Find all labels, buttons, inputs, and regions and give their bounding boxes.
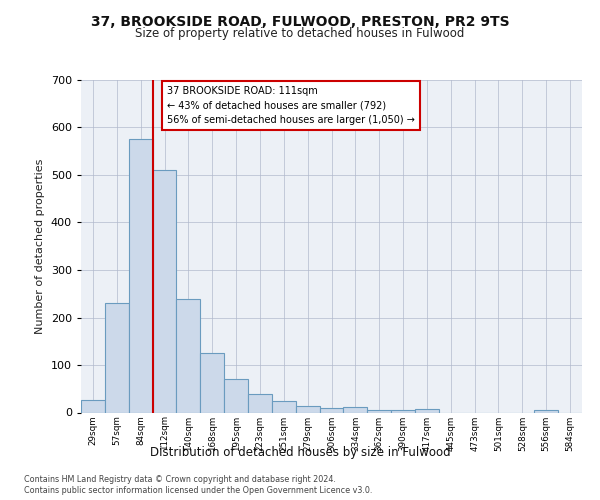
Bar [296, 406, 320, 412]
Bar [415, 409, 439, 412]
Text: 37, BROOKSIDE ROAD, FULWOOD, PRESTON, PR2 9TS: 37, BROOKSIDE ROAD, FULWOOD, PRESTON, PR… [91, 15, 509, 29]
Bar [534, 410, 558, 412]
Bar [224, 379, 248, 412]
Bar [81, 400, 105, 412]
Bar [152, 170, 176, 412]
Bar [391, 410, 415, 412]
Text: Contains HM Land Registry data © Crown copyright and database right 2024.: Contains HM Land Registry data © Crown c… [24, 475, 336, 484]
Text: Distribution of detached houses by size in Fulwood: Distribution of detached houses by size … [149, 446, 451, 459]
Bar [320, 408, 343, 412]
Bar [129, 140, 152, 412]
Bar [248, 394, 272, 412]
Bar [200, 353, 224, 412]
Text: 37 BROOKSIDE ROAD: 111sqm
← 43% of detached houses are smaller (792)
56% of semi: 37 BROOKSIDE ROAD: 111sqm ← 43% of detac… [167, 86, 415, 126]
Bar [105, 303, 129, 412]
Text: Contains public sector information licensed under the Open Government Licence v3: Contains public sector information licen… [24, 486, 373, 495]
Bar [272, 400, 296, 412]
Bar [343, 408, 367, 412]
Bar [367, 410, 391, 412]
Bar [176, 298, 200, 412]
Text: Size of property relative to detached houses in Fulwood: Size of property relative to detached ho… [136, 28, 464, 40]
Y-axis label: Number of detached properties: Number of detached properties [35, 158, 45, 334]
